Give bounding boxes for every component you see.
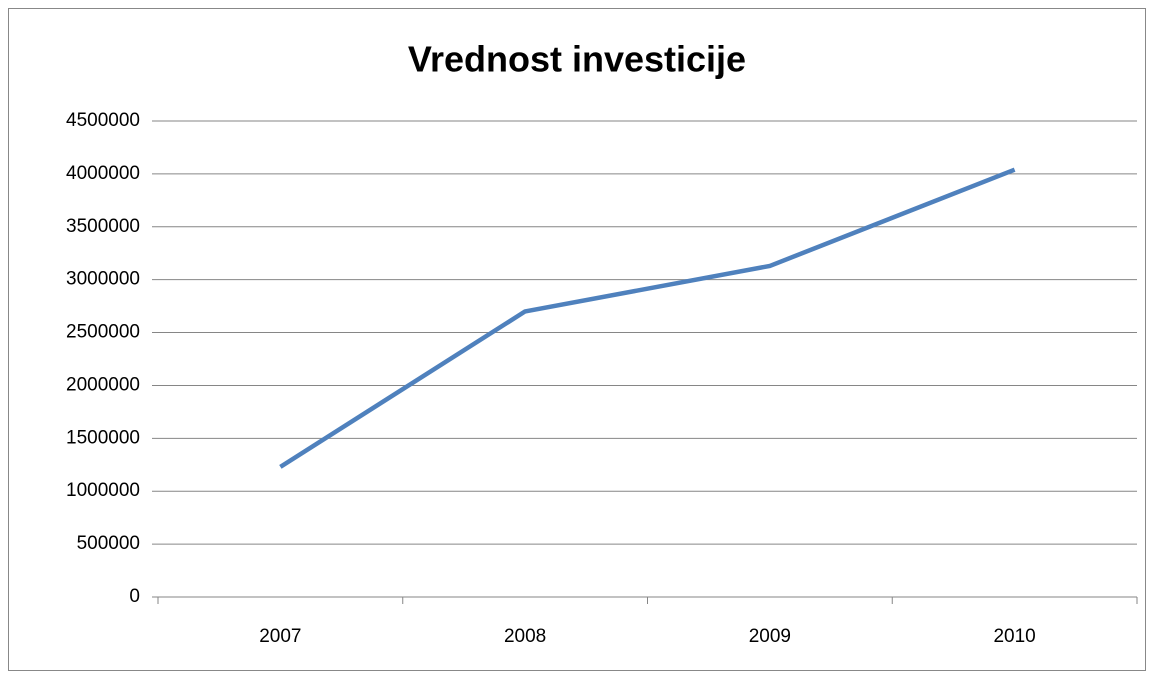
y-tick-label: 500000 [77,533,140,554]
y-tick-label: 3000000 [66,269,140,290]
chart-title: Vrednost investicije [408,39,746,80]
x-tick-label: 2010 [993,626,1035,647]
x-tick-label: 2008 [504,626,546,647]
y-tick-label: 1000000 [66,480,140,501]
line-series [279,167,1016,469]
x-tick-label: 2009 [749,626,791,647]
y-tick-label: 1500000 [66,427,140,448]
y-tick-label: 4500000 [66,110,140,131]
x-tick-label: 2007 [259,626,301,647]
y-tick-label: 2500000 [66,322,140,343]
y-tick-label: 3500000 [66,216,140,237]
y-tick-label: 4000000 [66,163,140,184]
y-tick-label: 2000000 [66,374,140,395]
y-tick-label: 0 [129,586,140,607]
chart-border [8,8,1146,671]
